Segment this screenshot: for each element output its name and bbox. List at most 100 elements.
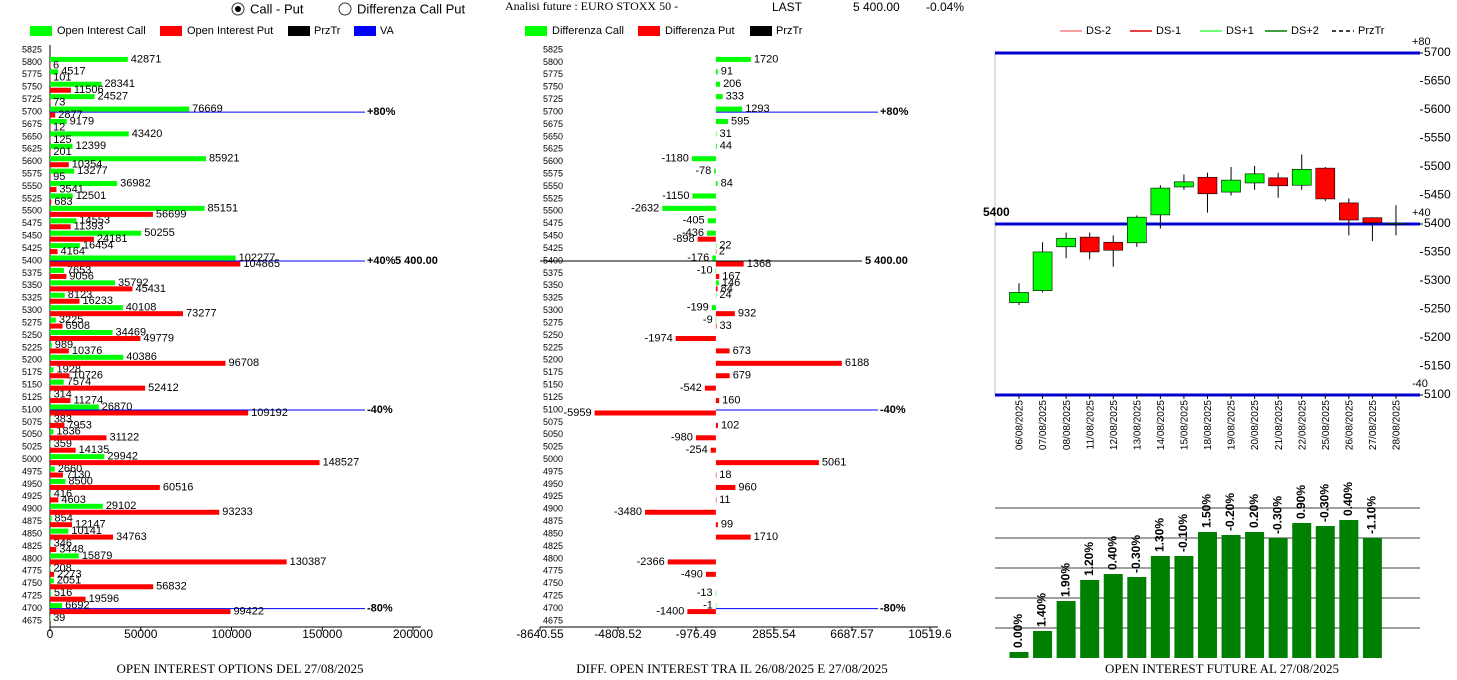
category-label: 5050	[22, 429, 42, 439]
value-label: 96708	[229, 357, 260, 369]
bar	[715, 131, 717, 137]
chart-title: OPEN INTEREST OPTIONS DEL 27/08/2025	[117, 661, 364, 676]
bar	[715, 373, 730, 379]
bar	[50, 305, 123, 311]
bar	[715, 472, 717, 478]
value-label: 932	[738, 308, 756, 320]
x-tick-label: 150000	[302, 627, 342, 641]
value-label: 416	[54, 488, 72, 500]
value-label: 14553	[79, 215, 110, 227]
category-label: 5200	[22, 355, 42, 365]
x-tick-label: 15/08/2025	[1180, 400, 1191, 450]
value-label: -176	[687, 252, 709, 264]
value-label: 85921	[209, 153, 240, 165]
value-label: 24	[719, 289, 731, 301]
value-label: -199	[687, 302, 709, 314]
value-label: 11506	[74, 84, 104, 96]
value-label: 12501	[76, 190, 107, 202]
bar-annotation: 0.40%	[1105, 536, 1119, 570]
x-tick-label: 26/08/2025	[1344, 400, 1355, 450]
bar	[715, 286, 718, 292]
category-label: 5075	[22, 417, 42, 427]
value-label: 91	[721, 66, 733, 78]
category-label: 4875	[543, 516, 563, 526]
category-label: 5150	[543, 380, 563, 390]
category-label: 4850	[543, 528, 563, 538]
bar-annotation: 1.30%	[1153, 518, 1167, 552]
bar	[1033, 631, 1053, 658]
value-label: 40108	[126, 302, 157, 314]
category-label: 4675	[543, 615, 563, 625]
y-tick-label: 5300	[1424, 273, 1451, 287]
bar	[1292, 523, 1312, 658]
candle-body	[1197, 176, 1218, 195]
bar	[50, 106, 190, 112]
bar	[715, 56, 751, 62]
bar	[50, 516, 52, 522]
value-label: 84	[721, 283, 733, 295]
price-label: 5 400.00	[395, 255, 438, 267]
bar	[50, 435, 107, 441]
bar	[50, 224, 71, 230]
value-label: 3541	[59, 183, 83, 195]
legend-swatch	[30, 26, 52, 36]
value-label: 8500	[68, 475, 92, 487]
category-label: 5225	[543, 342, 563, 352]
value-label: 1293	[745, 103, 769, 115]
category-label: 4925	[543, 491, 563, 501]
bar	[715, 311, 735, 317]
bar	[50, 56, 128, 62]
bar	[50, 547, 57, 553]
bar	[50, 385, 146, 391]
legend-label: PrzTr	[1358, 25, 1385, 37]
candle-body	[1150, 187, 1171, 216]
bar	[50, 596, 86, 602]
bar	[1009, 652, 1029, 658]
bar	[715, 243, 717, 249]
radio-differenza[interactable]	[338, 2, 352, 16]
category-label: 5575	[22, 169, 42, 179]
value-label: 34763	[116, 531, 147, 543]
bar-annotation: 1.50%	[1200, 494, 1214, 528]
bar	[715, 94, 723, 100]
value-label: 679	[733, 370, 751, 382]
value-label: 206	[723, 78, 741, 90]
x-tick-label: -8640.55	[516, 627, 564, 641]
value-label: 333	[726, 91, 744, 103]
category-label: 5700	[22, 106, 42, 116]
value-label: 383	[54, 413, 72, 425]
legend-label: DS+2	[1291, 25, 1319, 37]
bar	[50, 124, 51, 130]
value-label: 31122	[109, 432, 139, 444]
value-label: 6692	[65, 599, 89, 611]
bar	[50, 311, 183, 317]
x-tick-label: 22/08/2025	[1297, 400, 1308, 450]
radio-label[interactable]: Call - Put	[250, 1, 304, 16]
bar-annotation: 0.00%	[1011, 614, 1025, 648]
value-label: 5061	[822, 457, 846, 469]
bar	[50, 541, 51, 547]
value-label: 130387	[290, 556, 327, 568]
bar	[50, 211, 153, 217]
last-value: 5 400.00	[853, 0, 900, 14]
category-label: 5100	[543, 404, 563, 414]
bar	[50, 497, 59, 503]
bar	[710, 447, 716, 453]
bar	[50, 373, 70, 379]
value-label: 95	[53, 171, 65, 183]
y-tick-label: 5350	[1424, 245, 1451, 259]
category-label: 4800	[22, 553, 42, 563]
category-label: 4725	[543, 591, 563, 601]
radio-label[interactable]: Differenza Call Put	[357, 1, 466, 16]
legend-label: Differenza Put	[665, 25, 735, 37]
category-label: 5375	[22, 268, 42, 278]
bar	[50, 236, 94, 242]
value-label: 29942	[107, 451, 138, 463]
radio-dot[interactable]	[235, 6, 241, 12]
bar	[50, 329, 113, 335]
bar	[50, 181, 118, 187]
x-tick-label: 50000	[124, 627, 158, 641]
bar-annotation: 1.40%	[1035, 593, 1049, 627]
value-label: 102	[721, 419, 739, 431]
value-label: 40386	[126, 351, 157, 363]
